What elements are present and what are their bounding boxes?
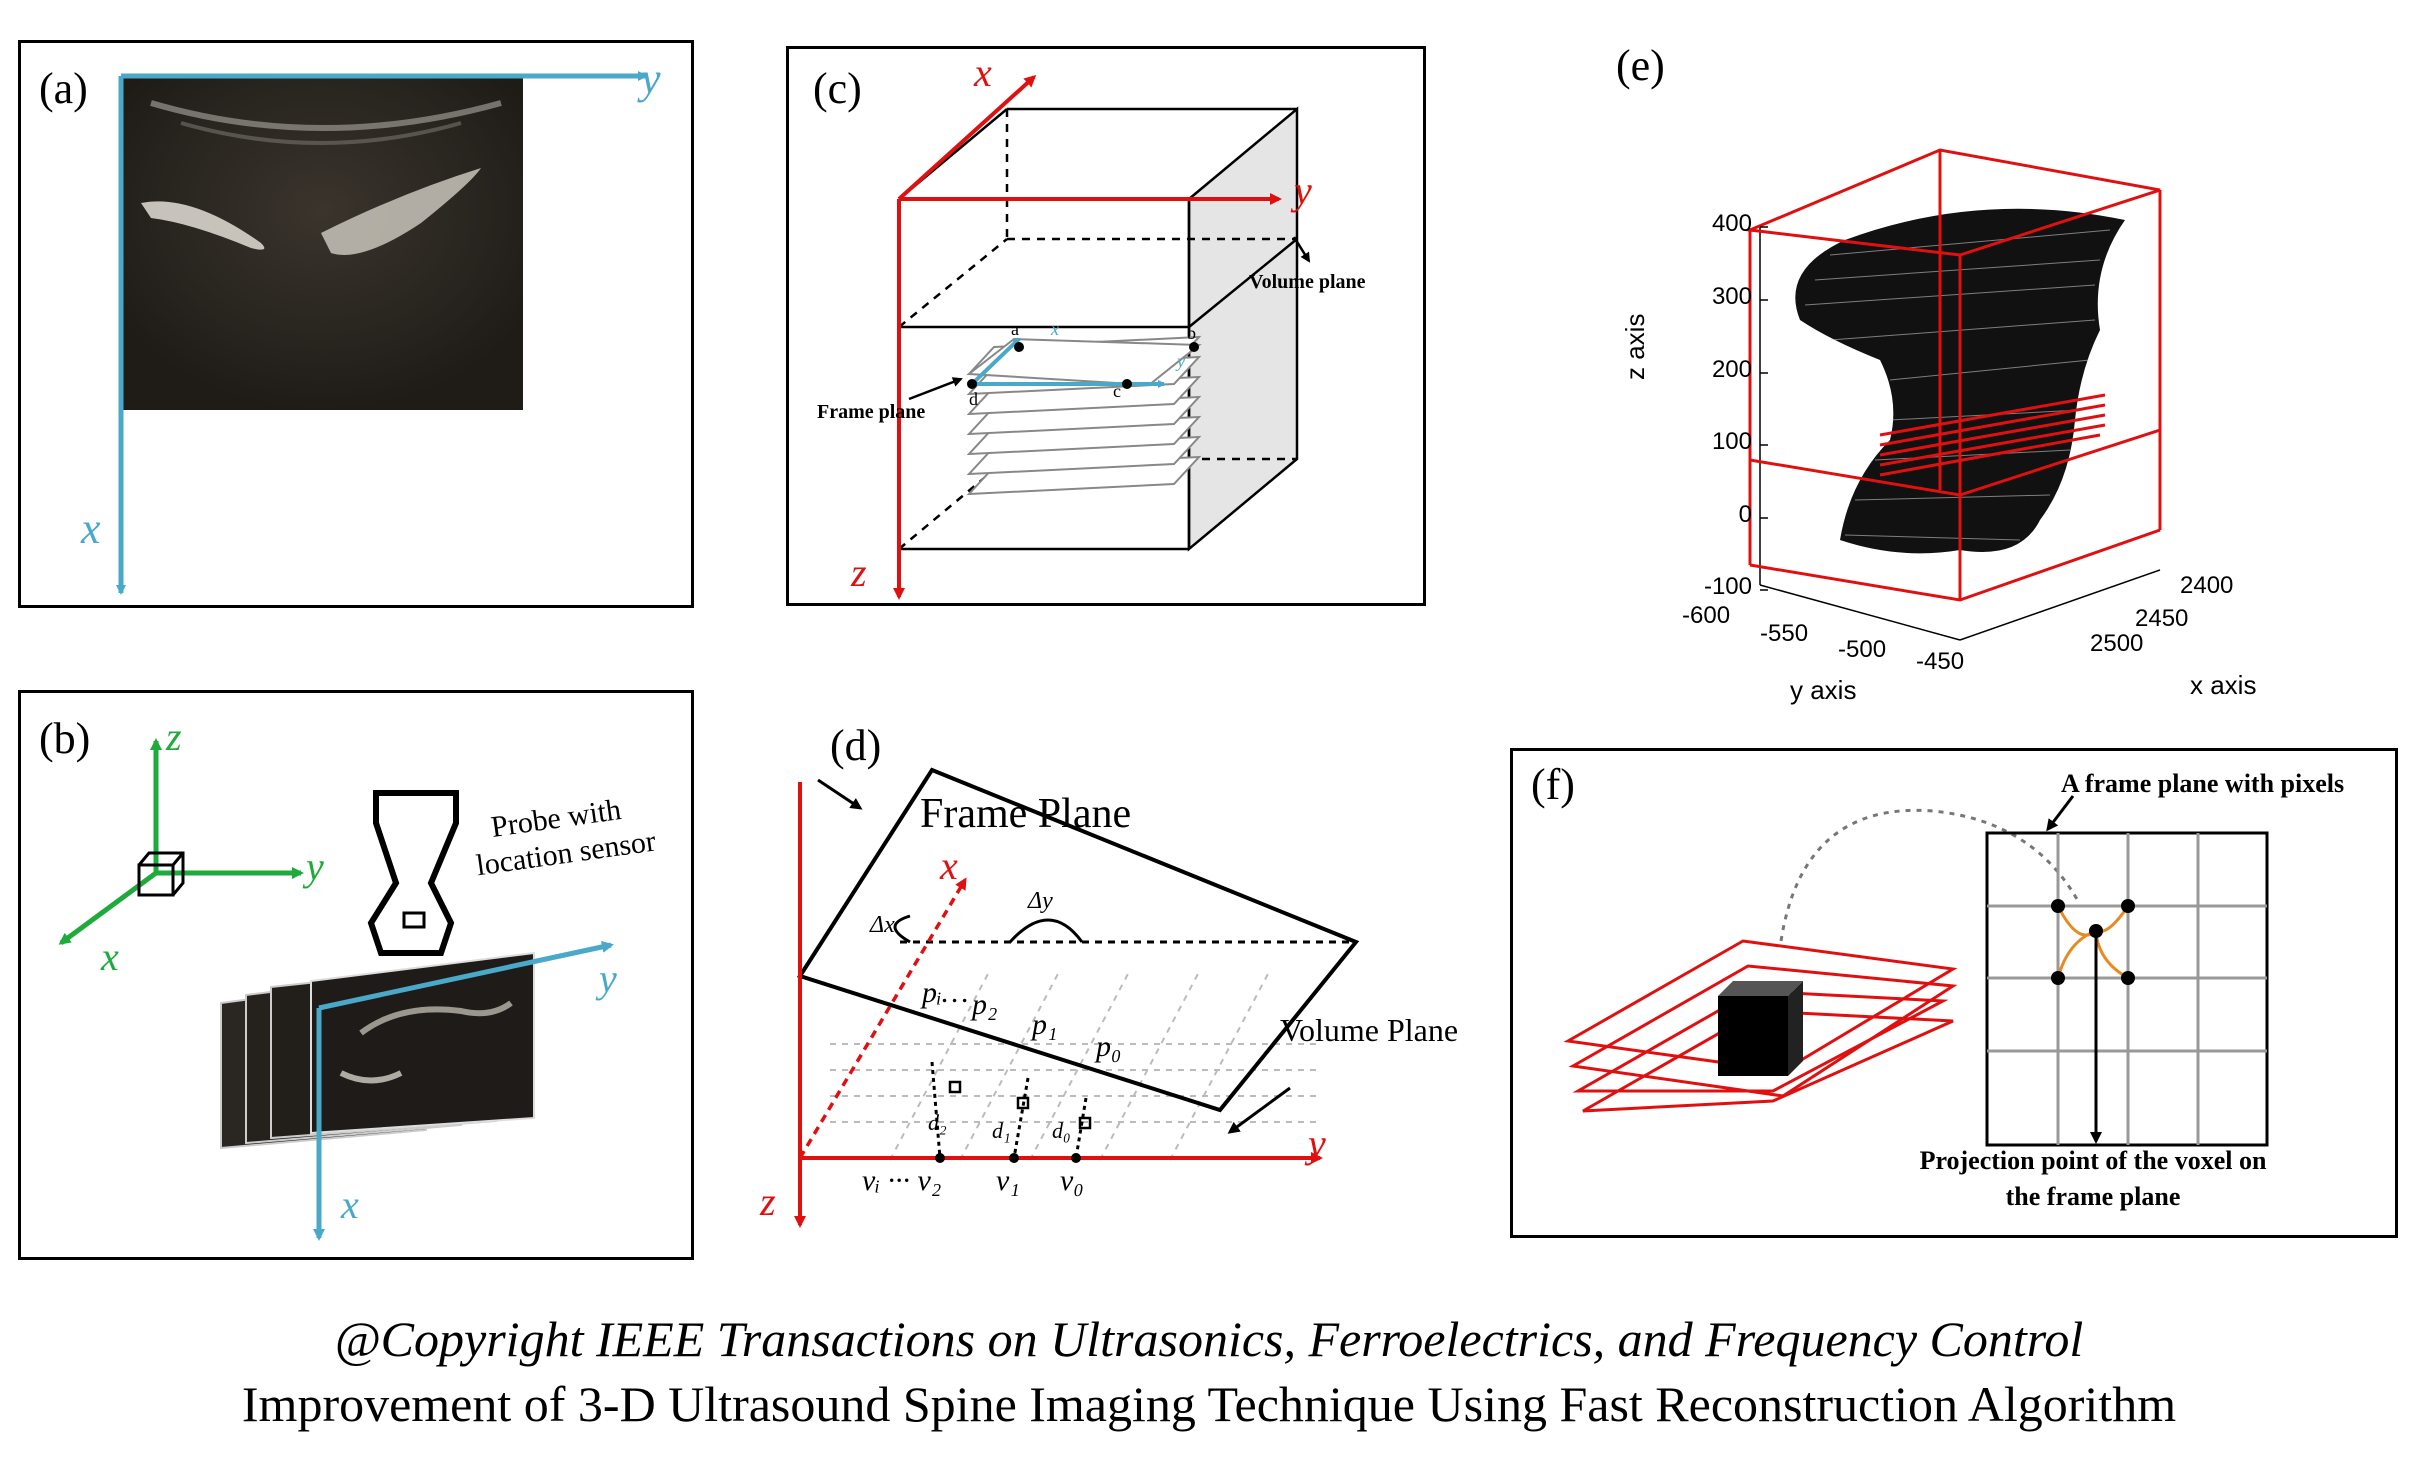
panel-b-label: (b) [39,714,91,763]
small-y-label: y [1177,351,1185,371]
panel-c-figure [893,74,1311,600]
point-b-label: b [1187,323,1196,343]
title-caption: Improvement of 3-D Ultrasound Spine Imag… [241,1376,2177,1432]
panel-a-axis-x: x [81,504,101,553]
v-0-label: v₀ [1060,1164,1084,1197]
projection-label-line1: Projection point of the voxel on [1919,1146,2267,1175]
frame-plane-label: Frame plane [817,401,926,423]
panel-f: (f) A frame plane with pixels Projection… [1510,748,2398,1238]
y-tick-500: -500 [1838,636,1887,663]
y-tick-450: -450 [1916,648,1965,675]
panel-a-label: (a) [39,64,88,113]
small-x-label: x [1051,319,1059,339]
frame-plane [966,337,1202,387]
x-tick-2400: 2400 [2180,572,2234,599]
panel-d-axis-z: z [760,1179,776,1224]
frame-stack [220,951,535,1150]
z-tick-minus100: -100 [1703,573,1752,600]
copyright-caption: @Copyright IEEE Transactions on Ultrason… [334,1311,2084,1367]
d-1-label: d₁ [992,1118,1011,1143]
panel-b-axis-z: z [166,714,182,759]
x-tick-2500: 2500 [2090,630,2144,657]
point-d-label: d [969,389,978,409]
z-tick-300: 300 [1711,283,1752,310]
volume-plane-title: Volume Plane [1280,1012,1459,1048]
v-1-label: v₁ [996,1164,1020,1197]
delta-x-label: Δx [870,912,895,938]
z-tick-400: 400 [1711,210,1752,237]
panel-d-axis-y: y [1308,1121,1326,1166]
frame-plane-pixels-label: A frame plane with pixels [2061,769,2345,798]
panel-e-label: (e) [1616,41,1665,90]
panel-f-label: (f) [1531,760,1575,809]
z-tick-0: 0 [1738,501,1752,528]
red-frames [1563,939,1958,1113]
frame-plane-title: Frame Plane [920,791,1132,837]
panel-c: (c) x y z Volume plane Frame plane a b c… [786,46,1426,606]
bounding-box [1744,148,2162,602]
p-2-label: p₂ [972,988,998,1021]
panel-b-axis-y-blue: y [599,956,617,1001]
panel-e: (e) 400 300 200 100 0 -100 z axis -600 -… [1600,40,2360,720]
panel-d: (d) Frame Plane Volume Plane x y z Δx Δy… [760,720,1520,1260]
y-tick-550: -550 [1760,620,1809,647]
panel-a: (a) y x [18,40,694,608]
probe-icon [367,790,459,956]
panel-d-figure [794,767,1360,1228]
d-2-label: d₂ [928,1110,947,1135]
panel-e-figure [1744,148,2162,641]
panel-f-figure [1563,795,2269,1147]
panel-b-axis-x-blue: x [341,1182,359,1227]
panel-b-figure [58,738,614,1241]
point-a-label: a [1011,319,1019,339]
panel-d-axis-x: x [940,843,958,888]
p-1-label: p₁ [1032,1008,1058,1041]
volume-plane-label: Volume plane [1249,271,1366,293]
x-tick-2450: 2450 [2135,605,2189,632]
v-i-2-label: vᵢ ··· v₂ [862,1164,942,1197]
ultrasound-image [121,78,523,410]
y-tick-600: -600 [1682,602,1731,629]
panel-d-label: (d) [830,721,882,770]
p-0-label: p₀ [1096,1030,1122,1063]
point-c-label: c [1113,381,1121,401]
panel-c-axis-x: x [974,50,992,95]
d-0-label: d₀ [1052,1118,1071,1143]
panel-b-axis-y-green: y [306,844,324,889]
sensor-cube-icon [137,851,185,897]
panel-a-axis-y: y [641,54,661,103]
voxel-cube-icon [1718,981,1803,1076]
panel-b-axis-x-green: x [101,934,119,979]
panel-b: (b) z y x Probe with location sensor y x [18,690,694,1260]
z-tick-200: 200 [1711,356,1752,383]
projection-label: Projection point of the voxel on the fra… [1883,1143,2303,1215]
panel-c-axis-y: y [1294,168,1312,213]
x-axis-label: x axis [2190,670,2257,700]
projection-label-line2: the frame plane [2005,1182,2181,1211]
delta-y-label: Δy [1028,888,1053,914]
y-axis-label: y axis [1790,675,1857,705]
p-i-label: pᵢ… [922,976,969,1009]
panel-c-axis-z: z [851,550,867,595]
z-axis-label: z axis [1620,313,1650,380]
z-tick-100: 100 [1711,428,1752,455]
volume-side-face [1187,106,1299,552]
panel-a-figure [116,71,648,595]
panel-c-label: (c) [813,64,862,113]
